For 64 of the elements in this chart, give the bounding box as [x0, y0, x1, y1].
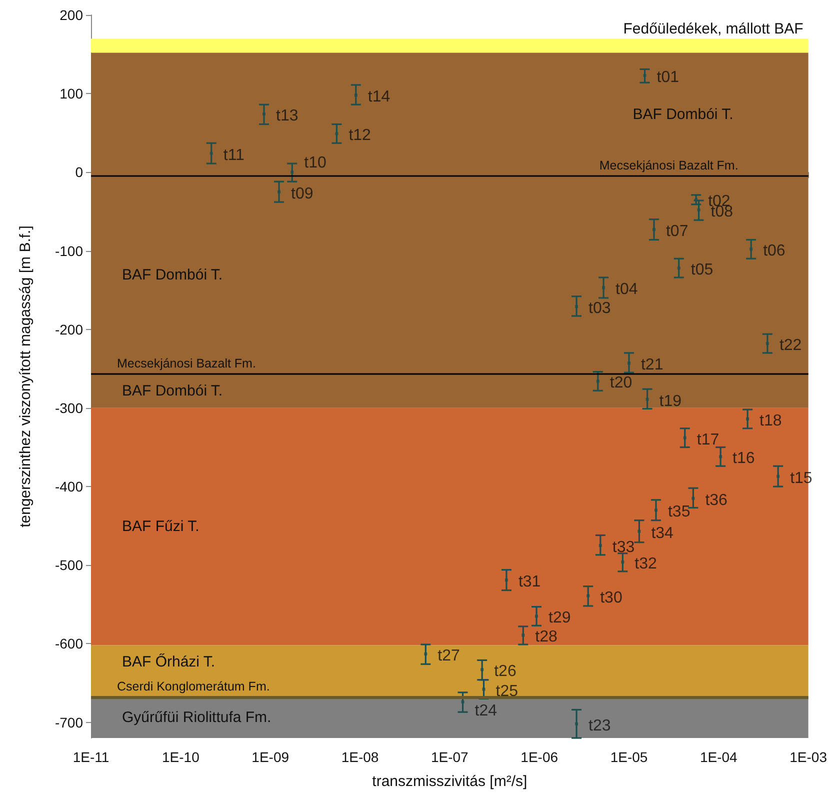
band-label: BAF Dombói T.	[122, 382, 223, 400]
band-label: BAF Fűzi T.	[122, 518, 200, 536]
annotation: t05	[690, 262, 714, 279]
x-axis-title: transzmisszivitás [m²/s]	[372, 773, 528, 790]
annotation: t09	[291, 185, 314, 202]
x-tick-label: 1E-06	[520, 749, 558, 765]
annotation: t36	[705, 492, 728, 509]
annotation: t03	[588, 300, 611, 318]
annotation: t12	[348, 127, 372, 144]
annotation: t04	[616, 281, 638, 298]
x-tick-label: 1E-10	[162, 749, 200, 765]
band-label: BAF Őrházi T.	[122, 652, 216, 670]
annotation: t32	[634, 555, 658, 572]
annotation: t16	[732, 450, 755, 468]
annotation: t27	[438, 647, 460, 664]
annotation: t14	[368, 88, 390, 106]
annotation: t35	[668, 504, 690, 521]
x-tick-label: 1E-03	[790, 749, 828, 765]
annotation: t01	[656, 69, 680, 86]
annotation: t30	[600, 589, 622, 606]
x-tick-label: 1E-09	[252, 749, 290, 765]
y-tick-label: 200	[60, 7, 84, 23]
band-label: Gyűrűfüi Riolittufa Fm.	[122, 709, 272, 726]
annotation: t20	[610, 374, 632, 392]
ref-line-label: Mecsekjánosi Bazalt Fm.	[117, 356, 256, 371]
annotation: t31	[518, 574, 541, 591]
y-tick-label: -700	[54, 714, 84, 730]
annotation: t13	[276, 108, 298, 125]
x-tick-label: 1E-04	[700, 749, 738, 765]
x-tick-label: 1E-05	[610, 749, 648, 765]
band-label: BAF Dombói T.	[122, 266, 223, 284]
y-tick-label: -600	[54, 636, 84, 652]
annotation: t29	[548, 610, 571, 627]
annotation: t22	[779, 336, 802, 354]
y-tick-label: -200	[54, 321, 84, 338]
y-tick-label: -500	[54, 557, 84, 574]
x-tick-label: 1E-11	[72, 749, 110, 765]
y-tick-label: -300	[54, 400, 84, 416]
y-tick-label: 100	[60, 86, 84, 102]
annotation: t24	[474, 702, 498, 720]
band-label: Fedőüledékek, mállott BAF	[623, 20, 804, 38]
band-label: BAF Dombói T.	[632, 106, 734, 123]
y-tick-label: -100	[54, 242, 84, 259]
annotation: t23	[588, 717, 611, 734]
annotation: t10	[304, 154, 326, 172]
annotation: t06	[763, 242, 786, 260]
annotation: t21	[640, 356, 664, 374]
ref-line-label: Mecsekjánosi Bazalt Fm.	[599, 158, 738, 173]
y-tick-label: 0	[75, 164, 84, 180]
annotation: t18	[760, 412, 782, 430]
annotation: t19	[659, 392, 682, 410]
x-tick-label: 1E-08	[341, 749, 379, 765]
annotation: t34	[651, 524, 674, 542]
y-axis-title: tengerszinthez viszonyított magasság [m B.f.]	[17, 226, 34, 528]
annotation: t25	[496, 682, 518, 700]
ref-line-label: Cserdi Konglomerátum Fm.	[117, 680, 270, 694]
annotation: t33	[612, 538, 635, 556]
annotation: t07	[666, 223, 688, 240]
annotation: t17	[696, 431, 720, 448]
annotation: t11	[223, 146, 245, 164]
annotation: t26	[494, 663, 516, 680]
annotation: t28	[535, 628, 558, 646]
x-tick-label: 1E-07	[430, 749, 469, 765]
y-tick-label: -400	[54, 478, 84, 495]
